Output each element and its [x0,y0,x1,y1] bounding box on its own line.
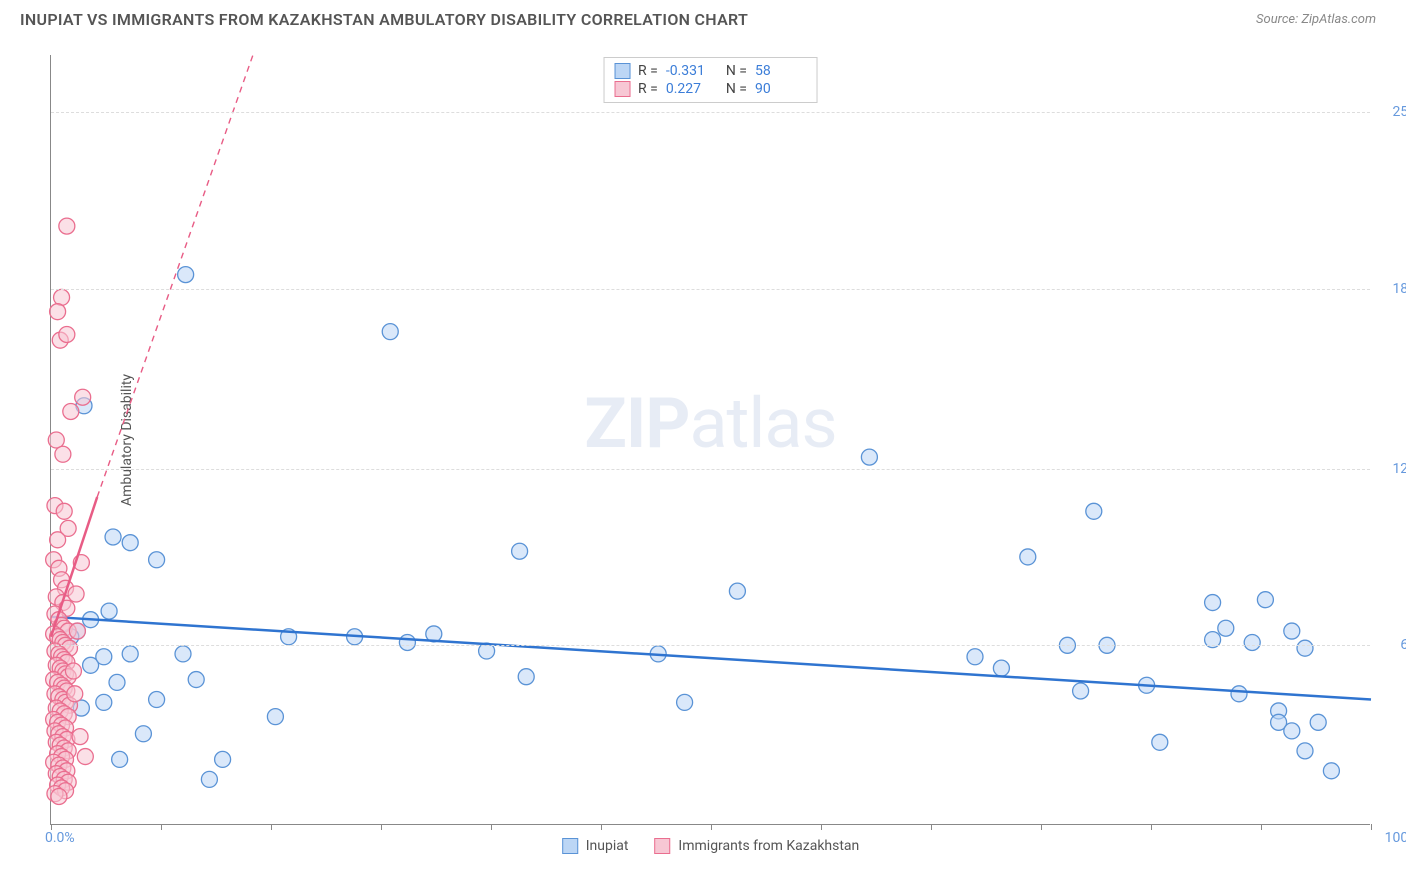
data-point [68,586,84,602]
data-point [1218,620,1234,636]
x-axis-max-label: 100.0% [1385,830,1406,846]
legend-item-inupiat: Inupiat [562,838,629,854]
data-point [59,218,75,234]
data-point [1152,734,1168,750]
data-point [1323,763,1339,779]
chart-plot-area: Ambulatory Disability ZIPatlas R = -0.33… [50,55,1370,825]
data-point [122,535,138,551]
x-tick [821,824,822,830]
data-point [55,446,71,462]
data-point [51,788,67,804]
data-point [54,289,70,305]
data-point [178,267,194,283]
x-tick [491,824,492,830]
chart-title: INUPIAT VS IMMIGRANTS FROM KAZAKHSTAN AM… [20,10,748,29]
x-tick [1041,824,1042,830]
data-point [861,449,877,465]
swatch-inupiat [614,63,630,79]
gridline [51,469,1370,470]
x-tick [1371,824,1372,830]
data-point [149,692,165,708]
data-point [215,751,231,767]
y-tick-label: 25.0% [1375,104,1406,120]
data-point [109,674,125,690]
data-point [967,649,983,665]
data-point [1073,683,1089,699]
legend-swatch-inupiat [562,838,578,854]
data-point [122,646,138,662]
chart-header: INUPIAT VS IMMIGRANTS FROM KAZAKHSTAN AM… [0,0,1406,35]
data-point [518,669,534,685]
data-point [135,726,151,742]
y-tick-label: 6.3% [1375,637,1406,653]
x-tick [271,824,272,830]
correlation-legend: R = -0.331 N = 58 R = 0.227 N = 90 [603,57,818,103]
data-point [1284,723,1300,739]
data-point [96,649,112,665]
x-tick [931,824,932,830]
correlation-row-kazakhstan: R = 0.227 N = 90 [614,80,807,98]
data-point [59,326,75,342]
x-axis-min-label: 0.0% [45,830,75,846]
data-point [677,694,693,710]
gridline [51,112,1370,113]
x-tick [711,824,712,830]
series-legend: Inupiat Immigrants from Kazakhstan [562,838,860,854]
y-tick-label: 18.8% [1375,281,1406,297]
swatch-kazakhstan [614,81,630,97]
data-point [72,729,88,745]
data-point [50,304,66,320]
data-point [101,603,117,619]
data-point [382,324,398,340]
scatter-svg [51,55,1370,824]
data-point [65,663,81,679]
data-point [1284,623,1300,639]
data-point [1086,503,1102,519]
data-point [512,543,528,559]
data-point [1310,714,1326,730]
data-point [1297,640,1313,656]
data-point [1257,592,1273,608]
regression-line [51,617,1371,700]
source-attribution: Source: ZipAtlas.com [1256,12,1376,27]
data-point [96,694,112,710]
data-point [75,389,91,405]
data-point [69,623,85,639]
gridline [51,645,1370,646]
data-point [149,552,165,568]
data-point [1231,686,1247,702]
x-tick [1261,824,1262,830]
data-point [50,532,66,548]
data-point [105,529,121,545]
x-tick [1151,824,1152,830]
legend-swatch-kazakhstan [654,838,670,854]
data-point [188,672,204,688]
data-point [399,634,415,650]
correlation-row-inupiat: R = -0.331 N = 58 [614,62,807,80]
data-point [1297,743,1313,759]
data-point [112,751,128,767]
data-point [993,660,1009,676]
x-tick [161,824,162,830]
data-point [1244,634,1260,650]
regression-extension [97,55,253,497]
data-point [56,503,72,519]
gridline [51,289,1370,290]
data-point [77,749,93,765]
data-point [1020,549,1036,565]
x-tick [381,824,382,830]
legend-item-kazakhstan: Immigrants from Kazakhstan [654,838,859,854]
data-point [267,709,283,725]
data-point [175,646,191,662]
data-point [67,686,83,702]
x-tick [601,824,602,830]
x-tick [51,824,52,830]
data-point [729,583,745,599]
data-point [48,432,64,448]
data-point [201,771,217,787]
data-point [63,403,79,419]
data-point [1205,595,1221,611]
y-tick-label: 12.5% [1375,461,1406,477]
